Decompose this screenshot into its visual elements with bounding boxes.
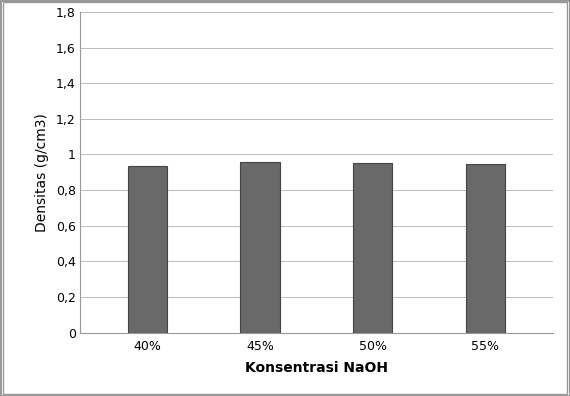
Bar	[466, 164, 505, 333]
Bar	[353, 163, 392, 333]
Bar	[241, 162, 280, 333]
X-axis label: Konsentrasi NaOH: Konsentrasi NaOH	[245, 361, 388, 375]
Bar	[128, 166, 167, 333]
Y-axis label: Densitas (g/cm3): Densitas (g/cm3)	[35, 113, 48, 232]
